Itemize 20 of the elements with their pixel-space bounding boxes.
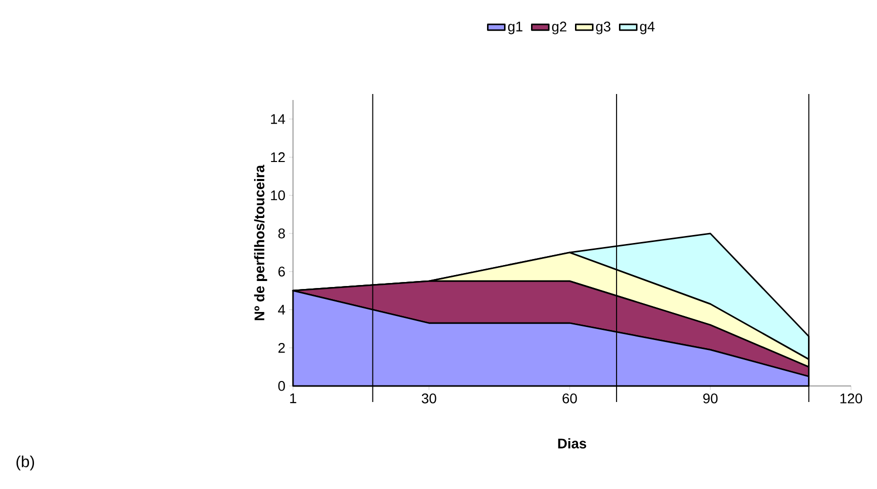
x-tick-label: 1 bbox=[290, 394, 296, 404]
y-axis-title: Nº de perfilhos/touceira bbox=[254, 164, 268, 320]
legend-label: g3 bbox=[596, 22, 610, 34]
y-tick-label: 6 bbox=[278, 266, 285, 277]
legend-label: g4 bbox=[640, 22, 655, 34]
y-tick-label: 12 bbox=[271, 152, 285, 162]
x-axis-title: Dias bbox=[558, 438, 586, 448]
x-tick-label: 60 bbox=[562, 393, 577, 404]
y-tick-label: 2 bbox=[278, 342, 285, 353]
x-tick-label: 30 bbox=[422, 393, 436, 404]
y-tick-label: 10 bbox=[271, 190, 285, 200]
legend-label: g2 bbox=[552, 22, 566, 34]
x-tick-label: 90 bbox=[703, 393, 718, 404]
text: (b) bbox=[16, 456, 34, 470]
x-tick-label: 120 bbox=[840, 393, 862, 404]
y-tick-label: 8 bbox=[278, 228, 285, 238]
y-tick-label: 4 bbox=[278, 304, 286, 315]
y-tick-label: 14 bbox=[271, 114, 286, 124]
legend-label: g1 bbox=[508, 22, 522, 34]
y-tick-label: 0 bbox=[278, 381, 285, 391]
